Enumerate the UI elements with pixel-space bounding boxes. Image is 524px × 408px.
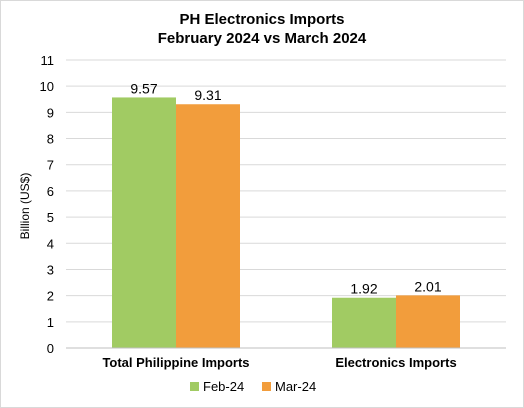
data-label: 9.31 <box>194 87 221 103</box>
y-tick-label: 3 <box>47 262 54 277</box>
category-label: Electronics Imports <box>335 355 456 370</box>
data-label: 1.92 <box>350 281 377 297</box>
legend-item: Feb-24 <box>190 379 244 394</box>
y-tick-label: 0 <box>47 341 54 356</box>
y-tick-label: 8 <box>47 132 54 147</box>
y-axis-label: Billion (US$) <box>18 173 32 240</box>
y-tick-label: 1 <box>47 315 54 330</box>
category-label: Total Philippine Imports <box>102 355 249 370</box>
chart-title: PH Electronics Imports <box>179 11 344 28</box>
legend-item: Mar-24 <box>262 379 316 394</box>
y-tick-label: 11 <box>41 53 55 68</box>
y-tick-label: 4 <box>47 236 54 251</box>
chart-subtitle: February 2024 vs March 2024 <box>158 30 367 47</box>
bar-mar-24-1 <box>176 104 240 348</box>
y-tick-label: 2 <box>47 289 54 304</box>
legend-label: Feb-24 <box>203 379 244 394</box>
y-tick-label: 7 <box>47 158 54 173</box>
legend-label: Mar-24 <box>275 379 316 394</box>
bar-mar-24-2 <box>396 295 460 348</box>
y-tick-label: 9 <box>47 105 54 120</box>
legend-swatch <box>190 382 199 391</box>
legend-swatch <box>262 382 271 391</box>
bar-feb-24-2 <box>332 297 396 348</box>
data-label: 2.01 <box>414 278 441 294</box>
y-tick-label: 10 <box>40 79 54 94</box>
y-tick-label: 5 <box>47 210 54 225</box>
y-tick-label: 6 <box>47 184 54 199</box>
bar-feb-24-1 <box>112 97 176 348</box>
data-label: 9.57 <box>130 80 157 96</box>
